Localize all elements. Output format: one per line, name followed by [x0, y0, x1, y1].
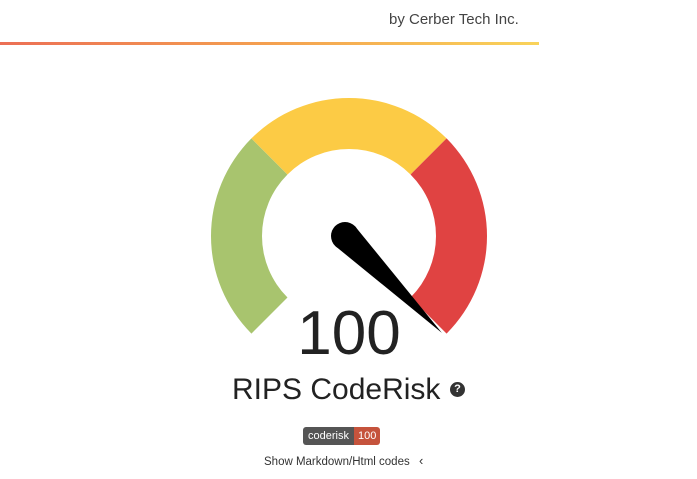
- score-value: 100: [297, 299, 401, 368]
- header-gradient-divider: [0, 42, 539, 45]
- coderisk-badge[interactable]: coderisk 100: [303, 427, 381, 445]
- chevron-left-icon: ‹: [418, 453, 424, 468]
- gauge-needle: [331, 222, 442, 333]
- show-codes-toggle[interactable]: Show Markdown/Html codes ‹: [264, 453, 423, 468]
- page-title: RIPS CodeRisk: [232, 373, 441, 406]
- show-codes-label: Show Markdown/Html codes: [264, 456, 410, 468]
- byline: by Cerber Tech Inc.: [389, 11, 519, 28]
- badge-label: coderisk: [303, 427, 354, 445]
- help-icon[interactable]: ?: [450, 382, 465, 397]
- badge-value: 100: [353, 427, 381, 445]
- gauge-arc-high: [410, 138, 487, 334]
- gauge-arc-low: [211, 138, 288, 334]
- gauge-arc-mid: [251, 98, 447, 175]
